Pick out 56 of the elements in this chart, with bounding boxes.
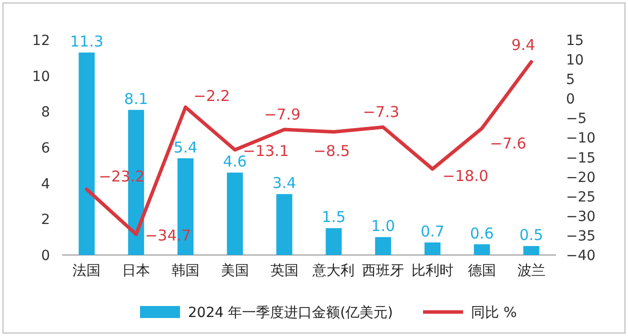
data-label: 0.7 bbox=[420, 222, 444, 240]
bar bbox=[375, 237, 392, 255]
y-tick-label: 4 bbox=[41, 176, 50, 192]
data-label: −2.2 bbox=[194, 87, 230, 106]
y-tick-label: 6 bbox=[41, 140, 50, 156]
y-tick-label: 8 bbox=[41, 104, 50, 121]
x-tick-label: 美国 bbox=[220, 263, 249, 279]
x-tick-label: 比利时 bbox=[412, 263, 454, 279]
y2-tick-label: −10 bbox=[566, 130, 596, 147]
legend-label: 同比 % bbox=[471, 305, 517, 321]
y-tick-label: 10 bbox=[32, 68, 50, 85]
x-tick-label: 法国 bbox=[72, 263, 101, 279]
data-label: −7.9 bbox=[264, 106, 301, 124]
y2-tick-label: 15 bbox=[566, 33, 584, 49]
bar bbox=[226, 172, 243, 255]
bar bbox=[78, 52, 95, 255]
x-tick-label: 德国 bbox=[468, 263, 496, 279]
data-label: 0.6 bbox=[470, 224, 494, 242]
bar bbox=[326, 228, 342, 255]
x-tick-label: 英国 bbox=[270, 263, 298, 279]
data-label: 1.0 bbox=[371, 217, 396, 236]
y2-tick-label: −25 bbox=[566, 189, 596, 206]
bar bbox=[474, 244, 490, 255]
y2-tick-label: −35 bbox=[566, 228, 596, 244]
data-label: 0.5 bbox=[519, 226, 544, 244]
data-label: −8.5 bbox=[313, 142, 350, 160]
data-label: 1.5 bbox=[322, 208, 346, 226]
y2-tick-label: −40 bbox=[566, 248, 596, 264]
y2-tick-label: −30 bbox=[566, 208, 596, 225]
data-label: 3.4 bbox=[272, 174, 296, 192]
x-tick-label: 日本 bbox=[122, 263, 150, 279]
data-label: −18.0 bbox=[442, 167, 488, 185]
x-tick-label: 西班牙 bbox=[362, 263, 404, 279]
y2-tick-label: −5 bbox=[566, 111, 587, 128]
y2-tick-label: −20 bbox=[566, 170, 596, 186]
y-tick-label: 2 bbox=[41, 212, 50, 228]
y2-tick-label: 0 bbox=[566, 92, 575, 108]
legend-label: 2024 年一季度进口金额(亿美元) bbox=[188, 305, 394, 321]
data-label: −7.3 bbox=[362, 103, 400, 122]
bar bbox=[276, 194, 292, 255]
y2-tick-label: 10 bbox=[566, 52, 584, 69]
y2-tick-label: −15 bbox=[566, 150, 596, 166]
x-tick-label: 波兰 bbox=[517, 263, 546, 279]
data-label: 4.6 bbox=[222, 152, 247, 171]
x-tick-label: 韩国 bbox=[172, 263, 200, 279]
bar bbox=[523, 246, 540, 255]
bar bbox=[424, 242, 440, 255]
y-tick-label: 0 bbox=[41, 248, 50, 264]
data-label: 8.1 bbox=[124, 90, 148, 108]
x-tick-label: 意大利 bbox=[312, 263, 355, 279]
data-label: 5.4 bbox=[174, 138, 198, 156]
data-label: −7.6 bbox=[490, 134, 526, 152]
y-tick-label: 12 bbox=[32, 33, 50, 49]
y2-tick-label: 5 bbox=[566, 72, 575, 88]
data-label: 9.4 bbox=[511, 36, 536, 54]
data-label: 11.3 bbox=[70, 32, 104, 51]
